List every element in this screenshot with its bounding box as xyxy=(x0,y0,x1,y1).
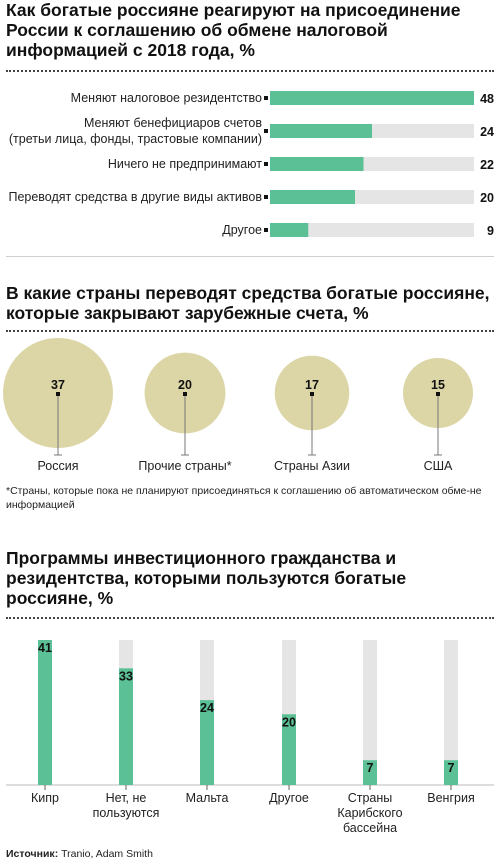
bar-category: Венгрия xyxy=(427,791,474,805)
bar xyxy=(270,190,355,204)
bar-label: Переводят средства в другие виды активов xyxy=(8,190,262,204)
bar xyxy=(270,124,372,138)
section-divider xyxy=(6,256,494,257)
bar-marker xyxy=(264,195,268,199)
bar-value: 33 xyxy=(119,669,133,683)
bar-value: 24 xyxy=(200,701,214,715)
bar xyxy=(444,760,458,785)
bubble-value: 17 xyxy=(305,378,319,392)
dotted-divider xyxy=(6,70,494,72)
chart1-title: Как богатые россияне реагируют на присое… xyxy=(6,0,461,60)
bar-value: 22 xyxy=(480,158,494,172)
source-note: Источник: Tranio, Adam Smith xyxy=(6,848,153,860)
bar-value: 20 xyxy=(480,191,494,205)
bar-label: Меняют налоговое резидентство xyxy=(71,91,262,105)
bar-marker xyxy=(264,162,268,166)
bubble-marker xyxy=(183,392,187,396)
dotted-divider xyxy=(6,330,494,332)
chart2-title: В какие страны переводят средства богаты… xyxy=(6,283,490,323)
bar xyxy=(200,700,214,785)
chart3-title: Программы инвестиционного гражданства и … xyxy=(6,548,407,608)
bubble-chart: 37 Россия 20 Прочие страны* 17 Страны Азии 15 С… xyxy=(3,338,474,473)
source-text: Tranio, Adam Smith xyxy=(61,848,153,860)
bubble-value: 37 xyxy=(51,378,65,392)
bar xyxy=(270,91,474,105)
vbar-chart: 41 Кипр 33 Нет, не пользуются 24 Мальта 20 Друго… xyxy=(6,640,494,835)
bar xyxy=(363,760,377,785)
bubble-label: Страны Азии xyxy=(274,459,350,473)
source-label: Источник: xyxy=(6,848,59,860)
footnote: *Страны, которые пока не планируют присо… xyxy=(6,485,482,511)
bar-value: 24 xyxy=(480,125,494,139)
bar-value: 9 xyxy=(487,224,494,238)
bubble-marker xyxy=(56,392,60,396)
bar-category: Нет, не пользуются xyxy=(93,791,160,820)
bubble-marker xyxy=(310,392,314,396)
bar-track xyxy=(363,640,377,785)
bar-marker xyxy=(264,129,268,133)
bubble-marker xyxy=(436,392,440,396)
bar-label: Меняют бенефициаров счетов (третьи лица, … xyxy=(9,116,262,146)
bar-label: Другое xyxy=(222,223,262,237)
bar-value: 7 xyxy=(367,761,374,775)
bar-label: Ничего не предпринимают xyxy=(108,157,262,171)
bar xyxy=(270,157,364,171)
bar-value: 41 xyxy=(38,641,52,655)
bar xyxy=(119,668,133,785)
bar xyxy=(282,714,296,785)
bar-value: 48 xyxy=(480,92,494,106)
bar-marker xyxy=(264,96,268,100)
bubble-label: Россия xyxy=(38,459,79,473)
bar-category: Кипр xyxy=(31,791,59,805)
bar-category: Другое xyxy=(269,791,309,805)
bubble-value: 15 xyxy=(431,378,445,392)
bar-track xyxy=(270,223,474,237)
bubble-label: США xyxy=(424,459,453,473)
bar xyxy=(270,223,309,237)
bar-marker xyxy=(264,228,268,232)
bar-category: Страны Карибского бассейна xyxy=(337,791,402,835)
bubble-label: Прочие страны* xyxy=(138,459,231,473)
bar xyxy=(38,640,52,785)
bar-category: Мальта xyxy=(186,791,229,805)
bar-value: 20 xyxy=(282,715,296,729)
dotted-divider xyxy=(6,617,494,619)
bubble-value: 20 xyxy=(178,378,192,392)
bar-track xyxy=(444,640,458,785)
bar-value: 7 xyxy=(448,761,455,775)
hbar-chart: Меняют налоговое резидентство 48 Меняют бе… xyxy=(8,91,494,238)
